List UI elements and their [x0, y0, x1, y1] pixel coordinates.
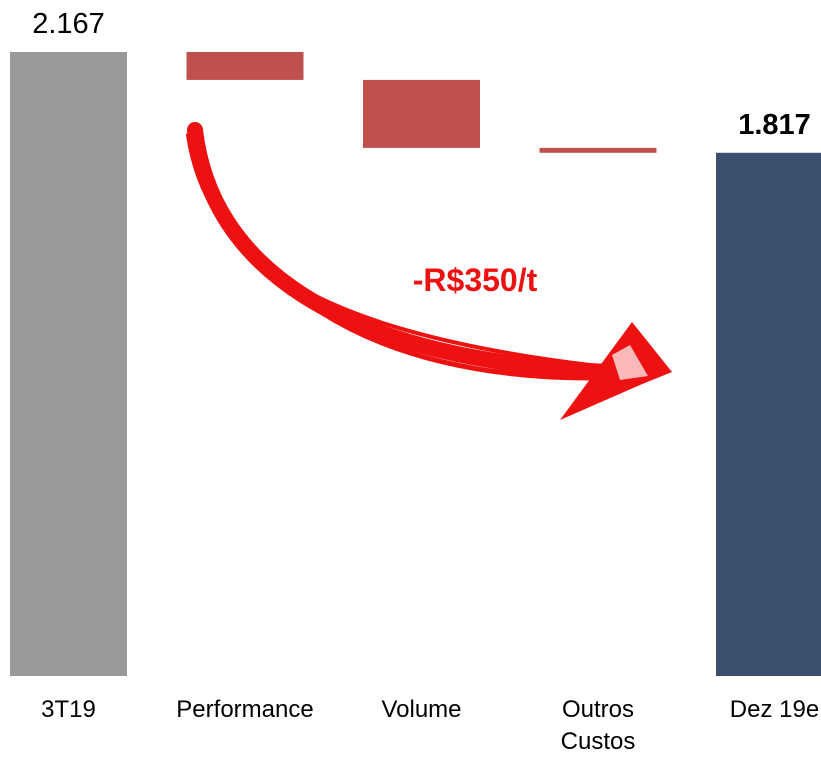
bar: [10, 52, 127, 676]
arrow: [186, 122, 618, 381]
x-tick-label: Dez 19e: [729, 696, 820, 723]
arrow-head-inner: [612, 345, 648, 380]
bar: [716, 152, 821, 677]
bar: [186, 52, 304, 80]
arrow-head: [560, 322, 672, 420]
x-tick-label: 3T19: [41, 696, 96, 723]
x-tick-label: Outros Custos: [560, 696, 636, 755]
x-tick-label: Volume: [381, 696, 462, 723]
annotation: -R$350/t: [412, 262, 538, 298]
value-label: 2.167: [32, 8, 105, 40]
bar: [539, 147, 657, 153]
x-tick-label: Performance: [176, 696, 314, 723]
value-label: 1.817: [738, 108, 811, 141]
bar: [363, 79, 480, 148]
